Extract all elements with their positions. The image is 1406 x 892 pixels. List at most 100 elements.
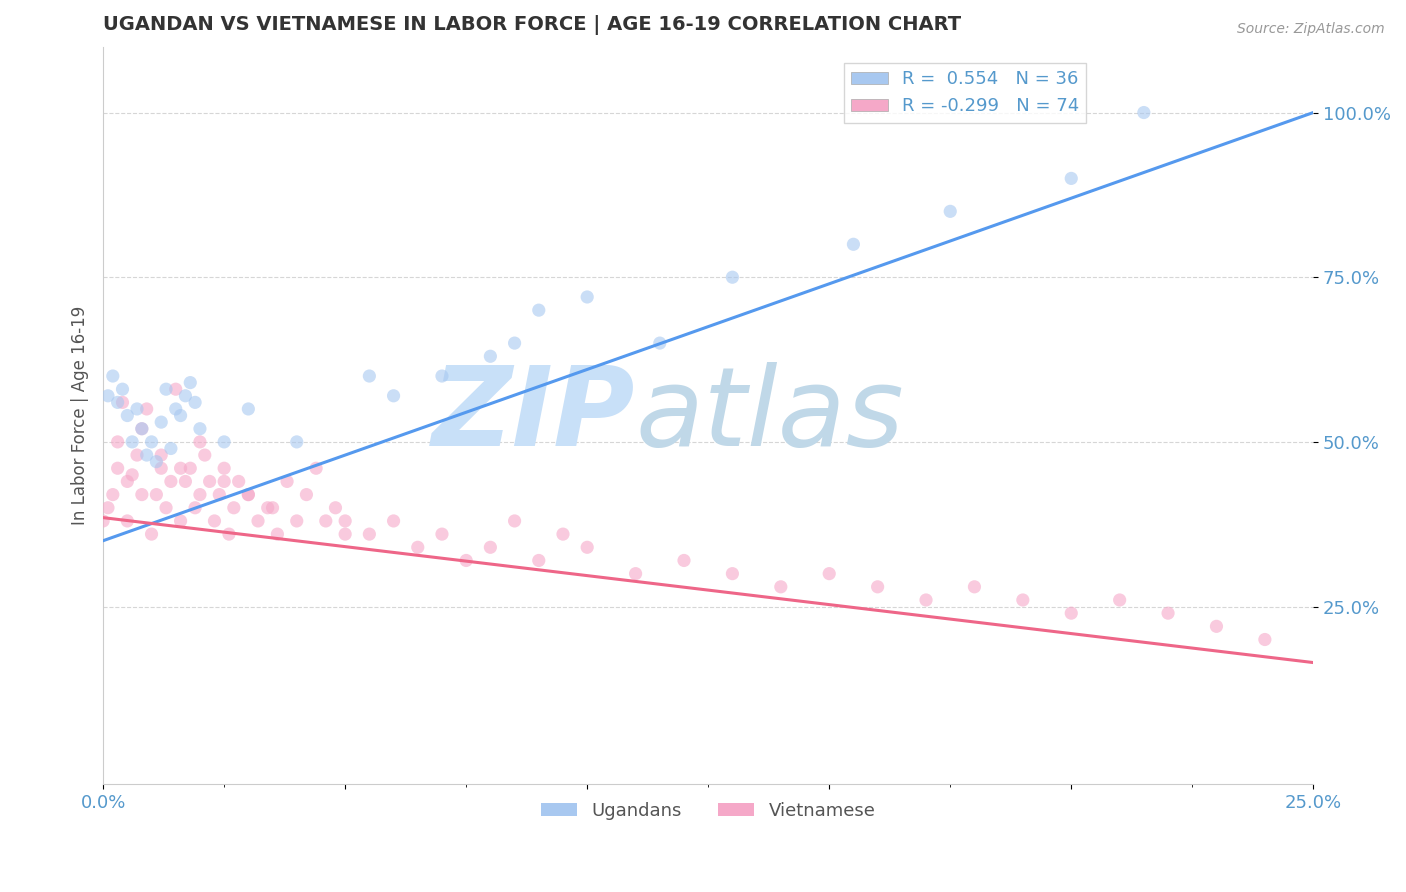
Point	[479, 349, 502, 363]
Point	[117, 409, 139, 423]
Point	[430, 369, 453, 384]
Point	[842, 237, 865, 252]
Point	[135, 448, 157, 462]
Point	[184, 395, 207, 409]
Point	[333, 527, 356, 541]
Point	[97, 389, 120, 403]
Point	[238, 401, 260, 416]
Point	[1254, 632, 1277, 647]
Point	[1133, 105, 1156, 120]
Point	[194, 448, 217, 462]
Point	[256, 500, 278, 515]
Point	[406, 541, 429, 555]
Point	[117, 514, 139, 528]
Point	[179, 376, 201, 390]
Point	[266, 527, 288, 541]
Point	[141, 434, 163, 449]
Point	[359, 527, 381, 541]
Point	[155, 382, 177, 396]
Point	[169, 514, 191, 528]
Point	[208, 487, 231, 501]
Point	[184, 500, 207, 515]
Point	[866, 580, 889, 594]
Text: UGANDAN VS VIETNAMESE IN LABOR FORCE | AGE 16-19 CORRELATION CHART: UGANDAN VS VIETNAMESE IN LABOR FORCE | A…	[103, 15, 962, 35]
Point	[97, 500, 120, 515]
Point	[430, 527, 453, 541]
Point	[576, 290, 599, 304]
Point	[285, 434, 308, 449]
Point	[503, 514, 526, 528]
Point	[479, 541, 502, 555]
Point	[111, 395, 134, 409]
Point	[222, 500, 245, 515]
Point	[150, 448, 173, 462]
Point	[165, 401, 187, 416]
Point	[238, 487, 260, 501]
Point	[305, 461, 328, 475]
Point	[212, 475, 235, 489]
Point	[262, 500, 284, 515]
Point	[101, 369, 124, 384]
Point	[101, 487, 124, 501]
Point	[198, 475, 221, 489]
Point	[1205, 619, 1227, 633]
Point	[276, 475, 298, 489]
Point	[165, 382, 187, 396]
Point	[1011, 593, 1033, 607]
Point	[1060, 171, 1083, 186]
Point	[648, 336, 671, 351]
Point	[179, 461, 201, 475]
Point	[169, 461, 191, 475]
Text: atlas: atlas	[636, 362, 904, 469]
Point	[527, 303, 550, 318]
Point	[125, 401, 148, 416]
Point	[111, 382, 134, 396]
Point	[624, 566, 647, 581]
Point	[359, 369, 381, 384]
Point	[212, 461, 235, 475]
Point	[145, 487, 167, 501]
Y-axis label: In Labor Force | Age 16-19: In Labor Force | Age 16-19	[72, 306, 89, 525]
Point	[145, 455, 167, 469]
Point	[160, 442, 183, 456]
Point	[188, 487, 211, 501]
Point	[121, 467, 143, 482]
Point	[333, 514, 356, 528]
Text: Source: ZipAtlas.com: Source: ZipAtlas.com	[1237, 22, 1385, 37]
Point	[228, 475, 250, 489]
Point	[125, 448, 148, 462]
Point	[325, 500, 347, 515]
Point	[247, 514, 270, 528]
Point	[818, 566, 841, 581]
Point	[963, 580, 986, 594]
Legend: Ugandans, Vietnamese: Ugandans, Vietnamese	[534, 795, 883, 827]
Point	[1108, 593, 1130, 607]
Point	[1060, 606, 1083, 620]
Point	[769, 580, 792, 594]
Point	[238, 487, 260, 501]
Point	[218, 527, 240, 541]
Point	[141, 527, 163, 541]
Point	[131, 422, 153, 436]
Point	[150, 461, 173, 475]
Point	[121, 434, 143, 449]
Point	[382, 514, 405, 528]
Point	[939, 204, 962, 219]
Point	[117, 475, 139, 489]
Point	[672, 553, 695, 567]
Point	[212, 434, 235, 449]
Point	[107, 461, 129, 475]
Point	[1157, 606, 1180, 620]
Point	[131, 422, 153, 436]
Point	[188, 434, 211, 449]
Point	[576, 541, 599, 555]
Point	[174, 389, 197, 403]
Point	[155, 500, 177, 515]
Point	[188, 422, 211, 436]
Point	[503, 336, 526, 351]
Point	[131, 487, 153, 501]
Point	[456, 553, 478, 567]
Point	[174, 475, 197, 489]
Point	[721, 270, 744, 285]
Point	[91, 514, 114, 528]
